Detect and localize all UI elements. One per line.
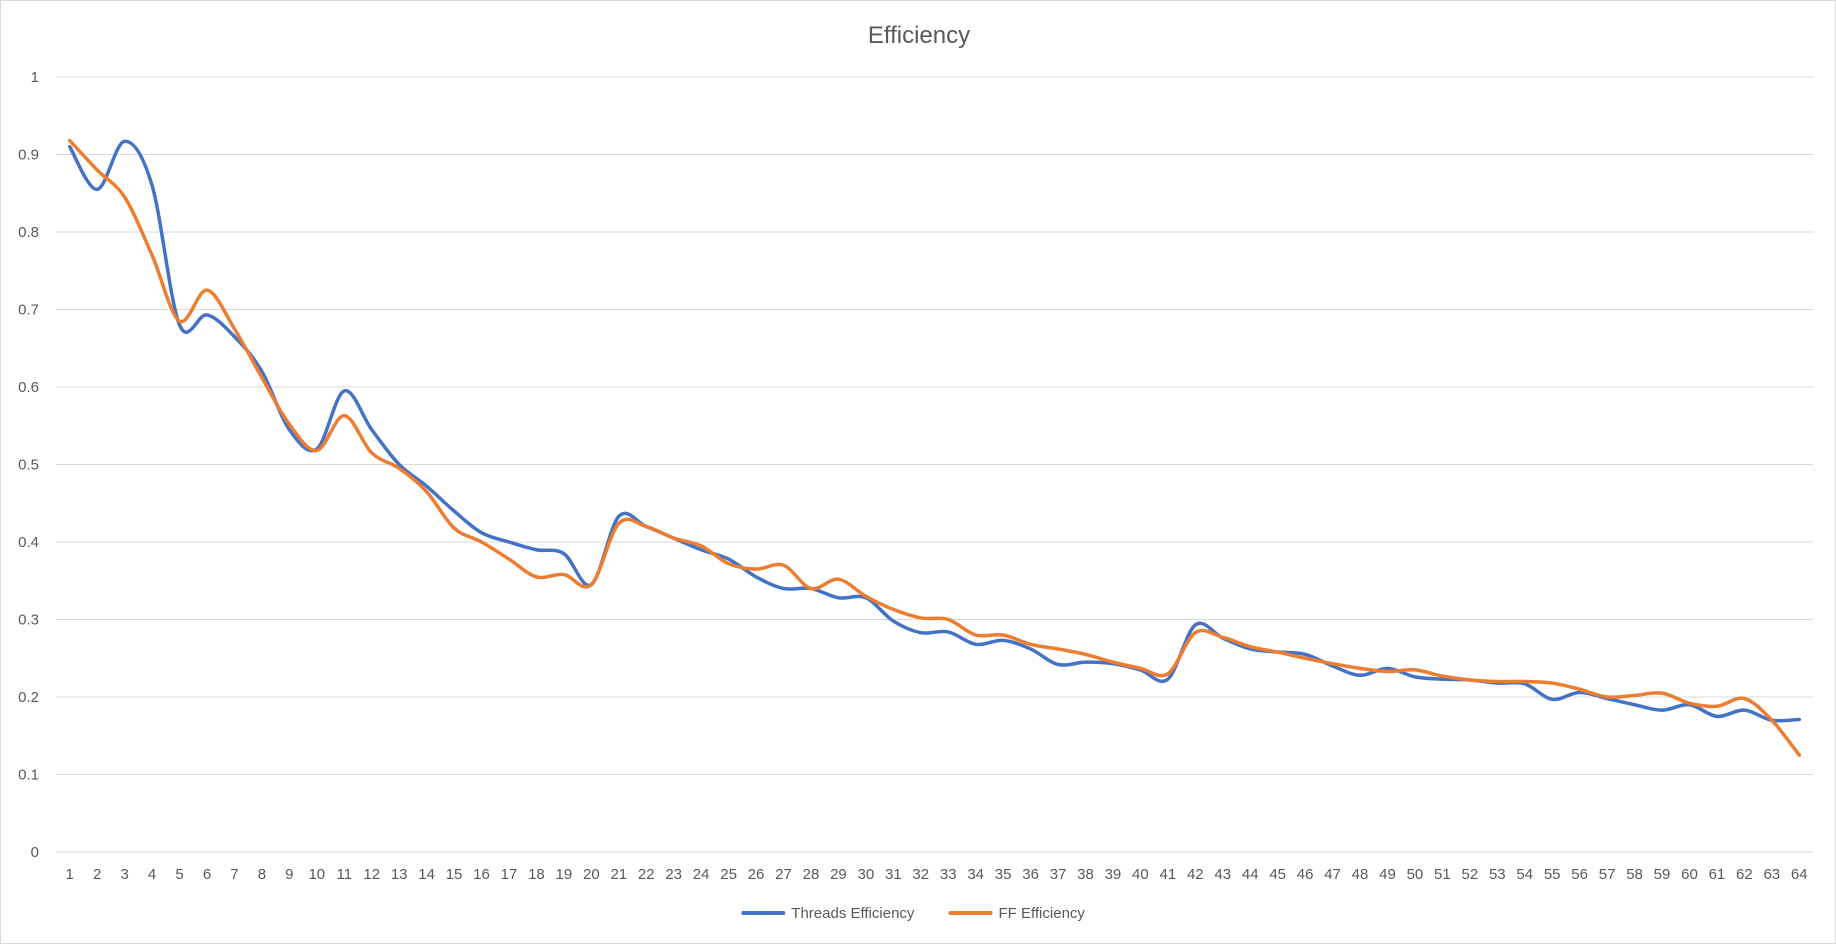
y-tick-label: 0.9 [18, 147, 39, 164]
x-tick-label: 5 [175, 866, 183, 883]
x-tick-label: 34 [967, 866, 984, 883]
x-tick-label: 59 [1654, 866, 1671, 883]
legend: Threads Efficiency FF Efficiency [741, 905, 1086, 922]
y-tick-label: 0.8 [18, 224, 39, 241]
y-tick-label: 0.2 [18, 689, 39, 706]
x-tick-label: 10 [308, 866, 325, 883]
y-tick-label: 0.6 [18, 379, 39, 396]
y-tick-label: 1 [31, 69, 39, 86]
x-tick-label: 47 [1324, 866, 1341, 883]
y-axis: 0 0.1 0.2 0.3 0.4 0.5 0.6 0.7 0.8 0.9 1 [18, 69, 39, 861]
series-lines [67, 138, 1802, 757]
x-tick-label: 7 [230, 866, 238, 883]
x-tick-label: 61 [1709, 866, 1726, 883]
x-tick-label: 31 [885, 866, 902, 883]
x-tick-label: 16 [473, 866, 490, 883]
x-tick-label: 57 [1599, 866, 1616, 883]
x-tick-label: 14 [418, 866, 435, 883]
x-tick-label: 51 [1434, 866, 1451, 883]
x-tick-label: 37 [1050, 866, 1067, 883]
x-tick-label: 54 [1516, 866, 1533, 883]
x-tick-label: 36 [1022, 866, 1039, 883]
x-tick-label: 38 [1077, 866, 1094, 883]
x-tick-label: 44 [1242, 866, 1259, 883]
x-tick-label: 30 [858, 866, 875, 883]
x-tick-label: 32 [912, 866, 929, 883]
chart-title: Efficiency [868, 22, 970, 49]
x-tick-label: 3 [120, 866, 128, 883]
x-tick-label: 22 [638, 866, 655, 883]
x-tick-label: 58 [1626, 866, 1643, 883]
x-tick-label: 50 [1407, 866, 1424, 883]
x-tick-label: 43 [1214, 866, 1231, 883]
x-tick-label: 29 [830, 866, 847, 883]
x-tick-label: 8 [258, 866, 266, 883]
y-tick-label: 0.3 [18, 612, 39, 629]
x-tick-label: 4 [148, 866, 156, 883]
x-tick-label: 41 [1160, 866, 1177, 883]
y-tick-label: 0.4 [18, 534, 39, 551]
y-tick-label: 0 [31, 844, 39, 861]
x-tick-label: 63 [1763, 866, 1780, 883]
x-tick-label: 27 [775, 866, 792, 883]
y-tick-label: 0.7 [18, 302, 39, 319]
x-tick-label: 39 [1105, 866, 1122, 883]
x-tick-label: 56 [1571, 866, 1588, 883]
x-tick-label: 19 [556, 866, 573, 883]
legend-label-threads-efficiency: Threads Efficiency [791, 905, 915, 922]
x-tick-label: 25 [720, 866, 737, 883]
x-tick-label: 24 [693, 866, 710, 883]
grid-lines [56, 76, 1813, 853]
x-tick-label: 1 [66, 866, 74, 883]
legend-label-ff-efficiency: FF Efficiency [999, 905, 1086, 922]
x-tick-label: 48 [1352, 866, 1369, 883]
x-tick-label: 28 [803, 866, 820, 883]
x-tick-label: 18 [528, 866, 545, 883]
x-tick-label: 64 [1791, 866, 1808, 883]
y-tick-label: 0.5 [18, 457, 39, 474]
x-tick-label: 11 [336, 866, 352, 883]
x-tick-label: 55 [1544, 866, 1561, 883]
x-tick-label: 12 [363, 866, 380, 883]
x-tick-label: 9 [285, 866, 293, 883]
y-tick-label: 0.1 [18, 767, 39, 784]
x-tick-label: 33 [940, 866, 957, 883]
x-tick-label: 26 [748, 866, 765, 883]
x-tick-label: 17 [501, 866, 518, 883]
x-tick-label: 45 [1269, 866, 1286, 883]
x-tick-label: 60 [1681, 866, 1698, 883]
x-tick-label: 49 [1379, 866, 1396, 883]
x-tick-label: 6 [203, 866, 211, 883]
x-tick-label: 21 [610, 866, 627, 883]
x-tick-label: 13 [391, 866, 408, 883]
x-tick-label: 35 [995, 866, 1012, 883]
x-tick-label: 15 [446, 866, 463, 883]
series-line-ff-efficiency [67, 138, 1802, 757]
x-tick-label: 53 [1489, 866, 1506, 883]
series-line-threads-efficiency [67, 139, 1802, 723]
x-tick-label: 20 [583, 866, 600, 883]
x-tick-label: 62 [1736, 866, 1753, 883]
x-tick-label: 40 [1132, 866, 1149, 883]
x-axis: 1 2 3 4 5 6 7 8 9 10 11 12 13 14 15 16 17 18 19 20 21 22 23 24 2… [66, 866, 1808, 883]
x-tick-label: 42 [1187, 866, 1204, 883]
x-tick-label: 2 [93, 866, 101, 883]
x-tick-label: 23 [665, 866, 682, 883]
x-tick-label: 52 [1461, 866, 1478, 883]
x-tick-label: 46 [1297, 866, 1314, 883]
